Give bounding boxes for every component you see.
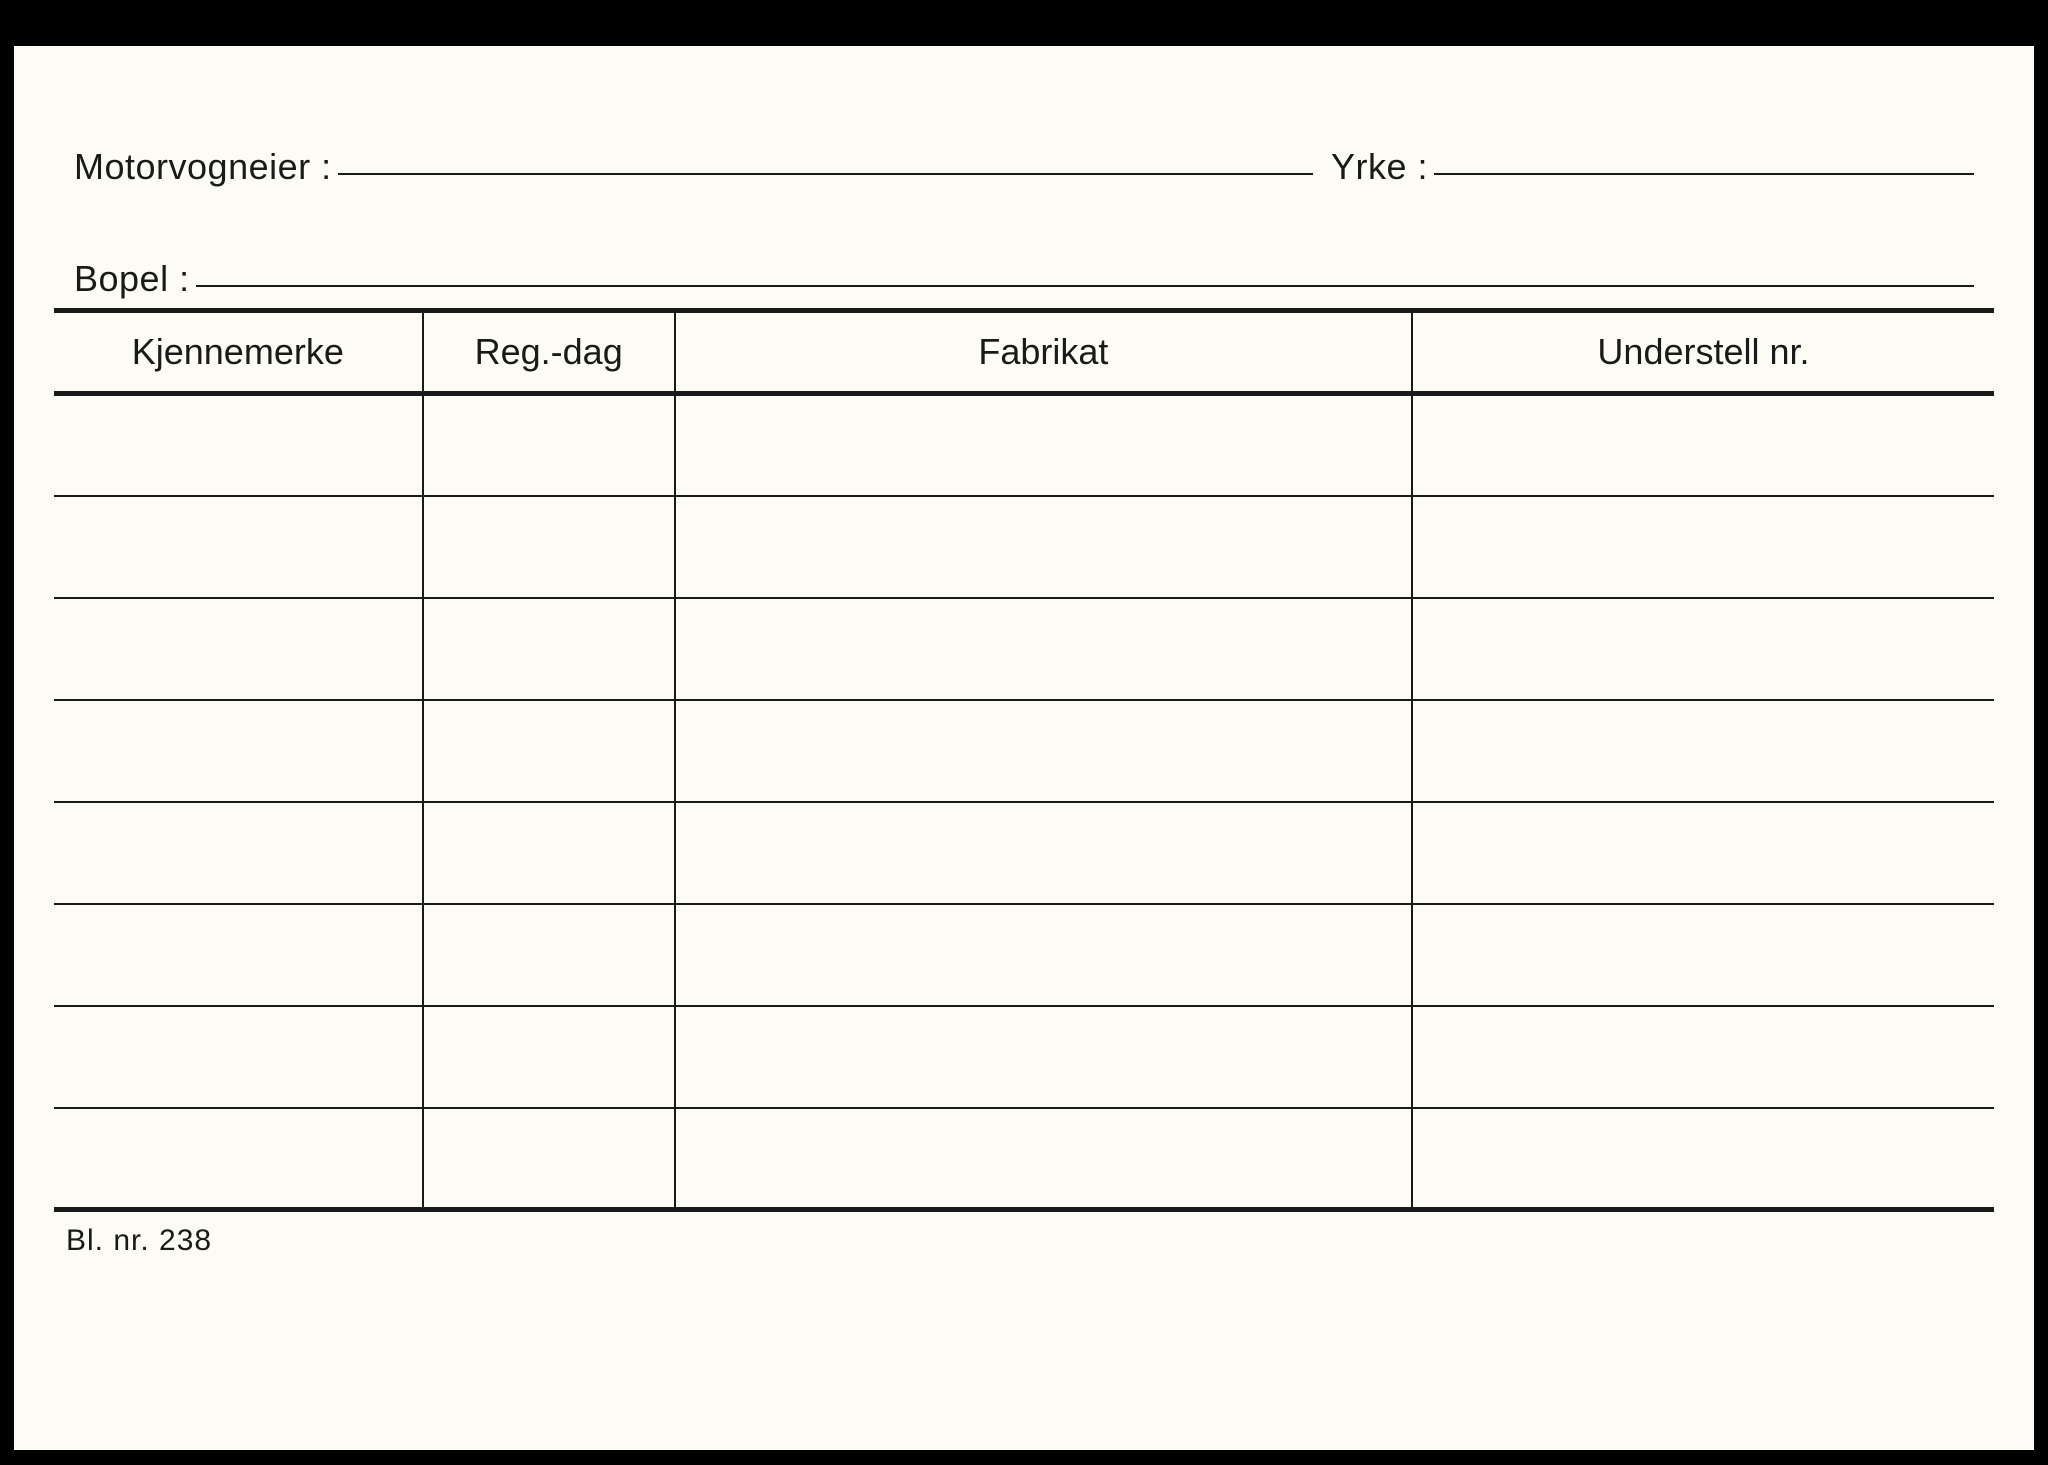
yrke-label: Yrke : [1331,146,1428,188]
cell [675,1006,1412,1108]
cell [54,802,423,904]
cell [54,598,423,700]
col-header-reg-dag: Reg.-dag [423,311,675,394]
cell [423,904,675,1006]
table-row [54,904,1994,1006]
cell [1412,496,1994,598]
cell [675,394,1412,496]
motorvogneier-line [338,173,1313,175]
cell [675,904,1412,1006]
cell [423,598,675,700]
table-row [54,1006,1994,1108]
cell [1412,904,1994,1006]
cell [675,802,1412,904]
cell [675,598,1412,700]
cell [675,700,1412,802]
motorvogneier-label: Motorvogneier : [74,146,332,188]
vehicle-table: Kjennemerke Reg.-dag Fabrikat Understell… [54,308,1994,1212]
owner-occupation-row: Motorvogneier : Yrke : [54,146,1994,188]
cell [54,1108,423,1210]
col-header-understell: Understell nr. [1412,311,1994,394]
table-row [54,700,1994,802]
cell [1412,802,1994,904]
cell [54,394,423,496]
table-body [54,394,1994,1210]
table-row [54,598,1994,700]
residence-row: Bopel : [54,258,1994,300]
table-row [54,1108,1994,1210]
cell [1412,598,1994,700]
bopel-line [196,285,1974,287]
cell [54,1006,423,1108]
cell [1412,700,1994,802]
yrke-line [1434,173,1974,175]
cell [423,700,675,802]
col-header-fabrikat: Fabrikat [675,311,1412,394]
cell [54,700,423,802]
col-header-kjennemerke: Kjennemerke [54,311,423,394]
table-row [54,394,1994,496]
cell [423,802,675,904]
cell [1412,1006,1994,1108]
bopel-label: Bopel : [74,258,190,300]
cell [54,496,423,598]
form-number: Bl. nr. 238 [54,1212,1994,1258]
table-row [54,496,1994,598]
table-row [54,802,1994,904]
cell [1412,394,1994,496]
vehicle-table-container: Kjennemerke Reg.-dag Fabrikat Understell… [54,308,1994,1212]
table-header-row: Kjennemerke Reg.-dag Fabrikat Understell… [54,311,1994,394]
cell [675,496,1412,598]
cell [1412,1108,1994,1210]
cell [675,1108,1412,1210]
cell [54,904,423,1006]
registration-card: Motorvogneier : Yrke : Bopel : Kjennemer… [14,46,2034,1450]
cell [423,1006,675,1108]
cell [423,496,675,598]
cell [423,394,675,496]
cell [423,1108,675,1210]
